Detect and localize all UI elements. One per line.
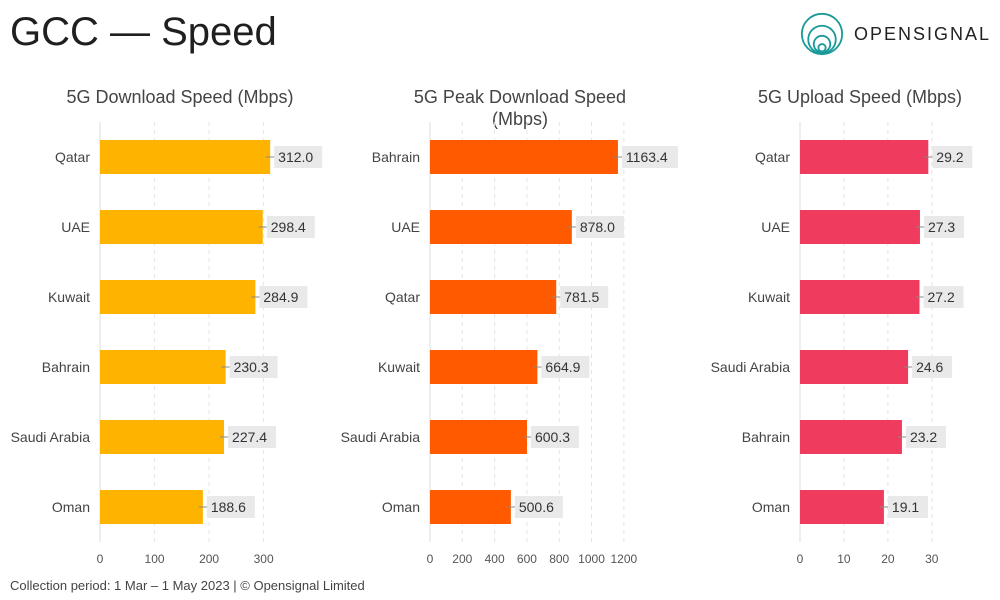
bar (430, 280, 557, 314)
bar (800, 280, 920, 314)
value-label-bg (530, 426, 579, 448)
category-label: UAE (761, 219, 790, 235)
value-label-bg (923, 216, 964, 238)
x-tick-label: 1000 (578, 552, 605, 566)
logo-circles-icon (800, 12, 844, 56)
x-tick-label: 0 (97, 552, 104, 566)
bar (430, 140, 618, 174)
category-label: Qatar (55, 149, 90, 165)
category-label: Bahrain (42, 359, 90, 375)
x-tick-label: 0 (797, 552, 804, 566)
category-label: Bahrain (372, 149, 420, 165)
value-label-bg (266, 216, 315, 238)
category-label: Qatar (755, 149, 790, 165)
value-label-bg (932, 146, 973, 168)
value-label: 27.3 (928, 219, 955, 235)
value-label-bg (923, 286, 964, 308)
value-label: 664.9 (545, 359, 580, 375)
value-label-bg (905, 426, 946, 448)
category-label: Saudi Arabia (11, 429, 91, 445)
category-label: Oman (382, 499, 420, 515)
panel-title-upload: 5G Upload Speed (Mbps) (757, 87, 963, 107)
value-label-bg (575, 216, 624, 238)
value-label: 1163.4 (626, 149, 668, 165)
value-label-bg (274, 146, 323, 168)
value-label: 227.4 (232, 429, 267, 445)
value-label-bg (912, 356, 953, 378)
x-tick-label: 30 (925, 552, 939, 566)
bar (430, 420, 527, 454)
x-tick-label: 1200 (610, 552, 637, 566)
x-tick-label: 800 (549, 552, 569, 566)
category-label: Kuwait (48, 289, 90, 305)
value-label: 27.2 (928, 289, 955, 305)
category-label: UAE (61, 219, 90, 235)
panel-title-peak: 5G Peak Download Speed (Mbps) (413, 87, 627, 129)
bar (100, 420, 225, 454)
value-label-bg (514, 496, 563, 518)
x-tick-label: 0 (427, 552, 434, 566)
category-label: Qatar (385, 289, 420, 305)
x-tick-label: 10 (837, 552, 851, 566)
value-label-bg (621, 146, 678, 168)
opensignal-logo: OPENSIGNAL (800, 12, 991, 56)
bar (100, 490, 203, 524)
value-label: 878.0 (580, 219, 615, 235)
x-tick-label: 20 (881, 552, 895, 566)
bar (800, 140, 929, 174)
value-label: 188.6 (211, 499, 246, 515)
x-tick-label: 100 (145, 552, 165, 566)
bar (800, 420, 902, 454)
value-label: 781.5 (564, 289, 599, 305)
bar (430, 490, 511, 524)
x-tick-label: 600 (517, 552, 537, 566)
page-title: GCC — Speed (10, 10, 277, 54)
panel-title-download: 5G Download Speed (Mbps) (66, 87, 294, 107)
bar (430, 210, 572, 244)
value-label: 19.1 (892, 499, 919, 515)
value-label: 23.2 (910, 429, 937, 445)
category-label: Bahrain (742, 429, 790, 445)
category-label: Kuwait (748, 289, 790, 305)
bar (100, 140, 271, 174)
x-tick-label: 400 (485, 552, 505, 566)
value-label-bg (560, 286, 609, 308)
category-label: Saudi Arabia (711, 359, 791, 375)
bar (100, 210, 263, 244)
value-label-bg (259, 286, 308, 308)
value-label-bg (229, 356, 278, 378)
value-label-bg (887, 496, 928, 518)
bar (800, 490, 884, 524)
value-label: 500.6 (519, 499, 554, 515)
value-label: 600.3 (535, 429, 570, 445)
value-label: 24.6 (916, 359, 943, 375)
logo-text: OPENSIGNAL (854, 23, 992, 44)
bar (100, 280, 256, 314)
category-label: Kuwait (378, 359, 420, 375)
value-label: 284.9 (263, 289, 298, 305)
category-label: UAE (391, 219, 420, 235)
bar (100, 350, 226, 384)
category-label: Saudi Arabia (341, 429, 421, 445)
value-label: 230.3 (234, 359, 269, 375)
value-label-bg (541, 356, 590, 378)
category-label: Oman (52, 499, 90, 515)
value-label-bg (228, 426, 277, 448)
x-tick-label: 200 (452, 552, 472, 566)
value-label: 29.2 (936, 149, 963, 165)
value-label: 312.0 (278, 149, 313, 165)
footer-note: Collection period: 1 Mar – 1 May 2023 | … (10, 578, 365, 593)
x-tick-label: 300 (254, 552, 274, 566)
bar (430, 350, 538, 384)
bar (800, 210, 920, 244)
value-label: 298.4 (271, 219, 306, 235)
x-tick-label: 200 (199, 552, 219, 566)
bar (800, 350, 909, 384)
category-label: Oman (752, 499, 790, 515)
value-label-bg (206, 496, 255, 518)
